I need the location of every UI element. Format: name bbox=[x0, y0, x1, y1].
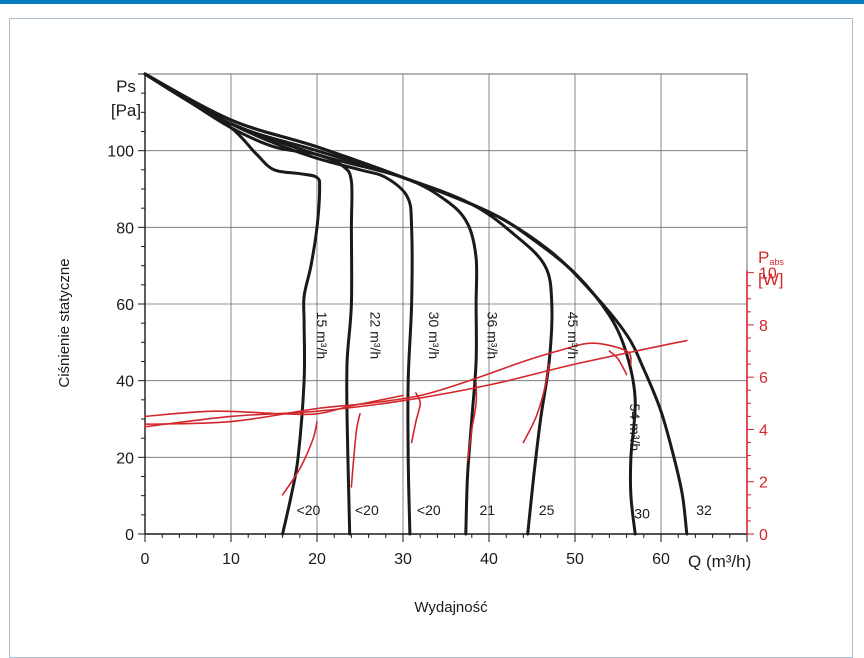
y-axis-unit: [Pa] bbox=[111, 101, 141, 120]
power-curve bbox=[608, 350, 628, 376]
x-tick-label: 20 bbox=[308, 551, 326, 568]
power-curve bbox=[144, 339, 688, 428]
curve-label: 30 m³/h bbox=[426, 312, 442, 359]
y2-tick-label: 10 bbox=[759, 266, 777, 283]
power-value-label: 25 bbox=[539, 502, 555, 518]
y-tick-label: 0 bbox=[125, 527, 134, 544]
y2-axis-unit: [W] bbox=[758, 270, 784, 289]
x-axis-end-label: Q (m³/h) bbox=[688, 552, 751, 571]
pressure-curve bbox=[143, 72, 322, 536]
x-tick-label: 0 bbox=[141, 551, 150, 568]
y-tick-label: 60 bbox=[116, 297, 134, 314]
y-axis-title: Ciśnienie statyczne bbox=[56, 258, 73, 387]
y-tick-label: 40 bbox=[116, 374, 134, 391]
header-accent-bar bbox=[0, 0, 864, 4]
y2-tick-label: 8 bbox=[759, 318, 768, 335]
pressure-curve bbox=[143, 72, 554, 536]
power-curve bbox=[281, 420, 318, 496]
y2-tick-label: 6 bbox=[759, 370, 768, 387]
y2-axis-name: Pabs bbox=[758, 248, 784, 267]
x-tick-label: 10 bbox=[222, 551, 240, 568]
y2-tick-label: 4 bbox=[759, 422, 768, 439]
y-tick-label: 20 bbox=[116, 450, 134, 467]
pressure-curve bbox=[143, 72, 354, 536]
power-value-label: 21 bbox=[479, 502, 495, 518]
power-curve bbox=[144, 342, 632, 425]
curve-label: 22 m³/h bbox=[367, 312, 383, 359]
pressure-curve bbox=[143, 72, 689, 536]
y2-tick-label: 2 bbox=[759, 475, 768, 492]
curve-label: 15 m³/h bbox=[314, 312, 330, 359]
power-curve bbox=[410, 392, 421, 444]
curve-label: 54 m³/h bbox=[627, 404, 643, 451]
y2-axis-subscript: abs bbox=[769, 257, 784, 267]
labels: 0 20 40 60 80 100 0 10 20 30 40 50 60 0 2 4 6 8 10 15 m³/h 2… bbox=[107, 144, 777, 568]
x-tick-label: 40 bbox=[480, 551, 498, 568]
x-tick-label: 30 bbox=[394, 551, 412, 568]
y2-tick-label: 0 bbox=[759, 527, 768, 544]
axes bbox=[138, 73, 754, 542]
power-value-label: 32 bbox=[696, 502, 712, 518]
curve-label: 45 m³/h bbox=[565, 312, 581, 359]
power-curve bbox=[466, 381, 478, 462]
y-axis-name: Ps bbox=[116, 77, 136, 96]
y-tick-label: 80 bbox=[116, 220, 134, 237]
curve-label: 36 m³/h bbox=[484, 312, 500, 359]
y-tick-label: 100 bbox=[107, 144, 134, 161]
x-tick-label: 50 bbox=[566, 551, 584, 568]
y2-axis-letter: P bbox=[758, 248, 769, 267]
x-axis-title: Wydajność bbox=[414, 599, 488, 616]
series bbox=[143, 72, 689, 536]
grid bbox=[144, 73, 748, 535]
power-curve bbox=[350, 413, 361, 488]
x-tick-label: 60 bbox=[652, 551, 670, 568]
power-value-label: <20 bbox=[297, 502, 321, 518]
power-value-label: <20 bbox=[417, 502, 441, 518]
power-value-label: <20 bbox=[355, 502, 379, 518]
power-curve bbox=[522, 363, 550, 444]
power-value-label: 30 bbox=[634, 506, 650, 522]
chart-frame bbox=[9, 18, 853, 658]
